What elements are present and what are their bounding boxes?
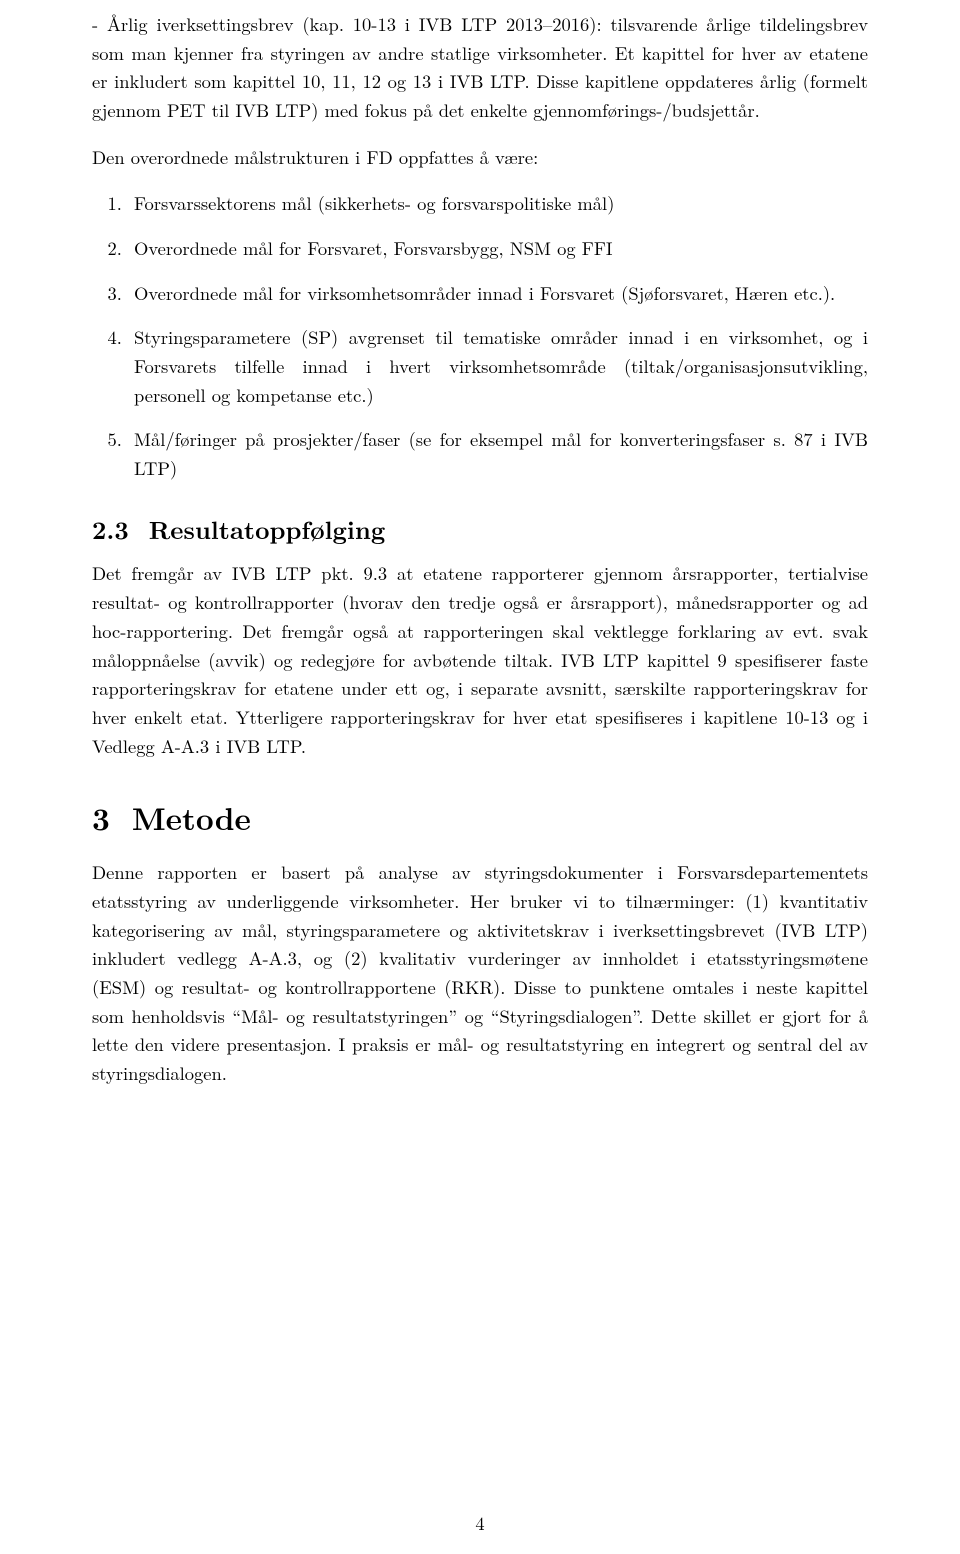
section-title: Resultatoppfølging xyxy=(149,512,386,547)
numbered-list: Forsvarssektorens mål (sikkerhets- og fo… xyxy=(92,189,868,482)
paragraph-intro: - Årlig iverksettingsbrev (kap. 10-13 i … xyxy=(92,10,868,125)
section-number: 3 xyxy=(92,796,110,840)
section-number: 2.3 xyxy=(92,512,129,547)
paragraph-2-3: Det fremgår av IVB LTP pkt. 9.3 at etate… xyxy=(92,559,868,760)
heading-2-3: 2.3 Resultatoppfølging xyxy=(92,511,868,550)
list-item: Mål/føringer på prosjekter/faser (se for… xyxy=(128,425,868,482)
page: - Årlig iverksettingsbrev (kap. 10-13 i … xyxy=(0,0,960,1554)
paragraph-3: Denne rapporten er basert på analyse av … xyxy=(92,858,868,1087)
list-item: Forsvarssektorens mål (sikkerhets- og fo… xyxy=(128,189,868,218)
list-item: Styringsparametere (SP) avgrenset til te… xyxy=(128,323,868,409)
paragraph-lead: Den overordnede målstrukturen i FD oppfa… xyxy=(92,143,868,172)
heading-3: 3 Metode xyxy=(92,794,868,842)
list-item: Overordnede mål for virksomhetsområder i… xyxy=(128,279,868,308)
page-number: 4 xyxy=(0,1509,960,1538)
section-title: Metode xyxy=(132,796,251,840)
list-item: Overordnede mål for Forsvaret, Forsvarsb… xyxy=(128,234,868,263)
